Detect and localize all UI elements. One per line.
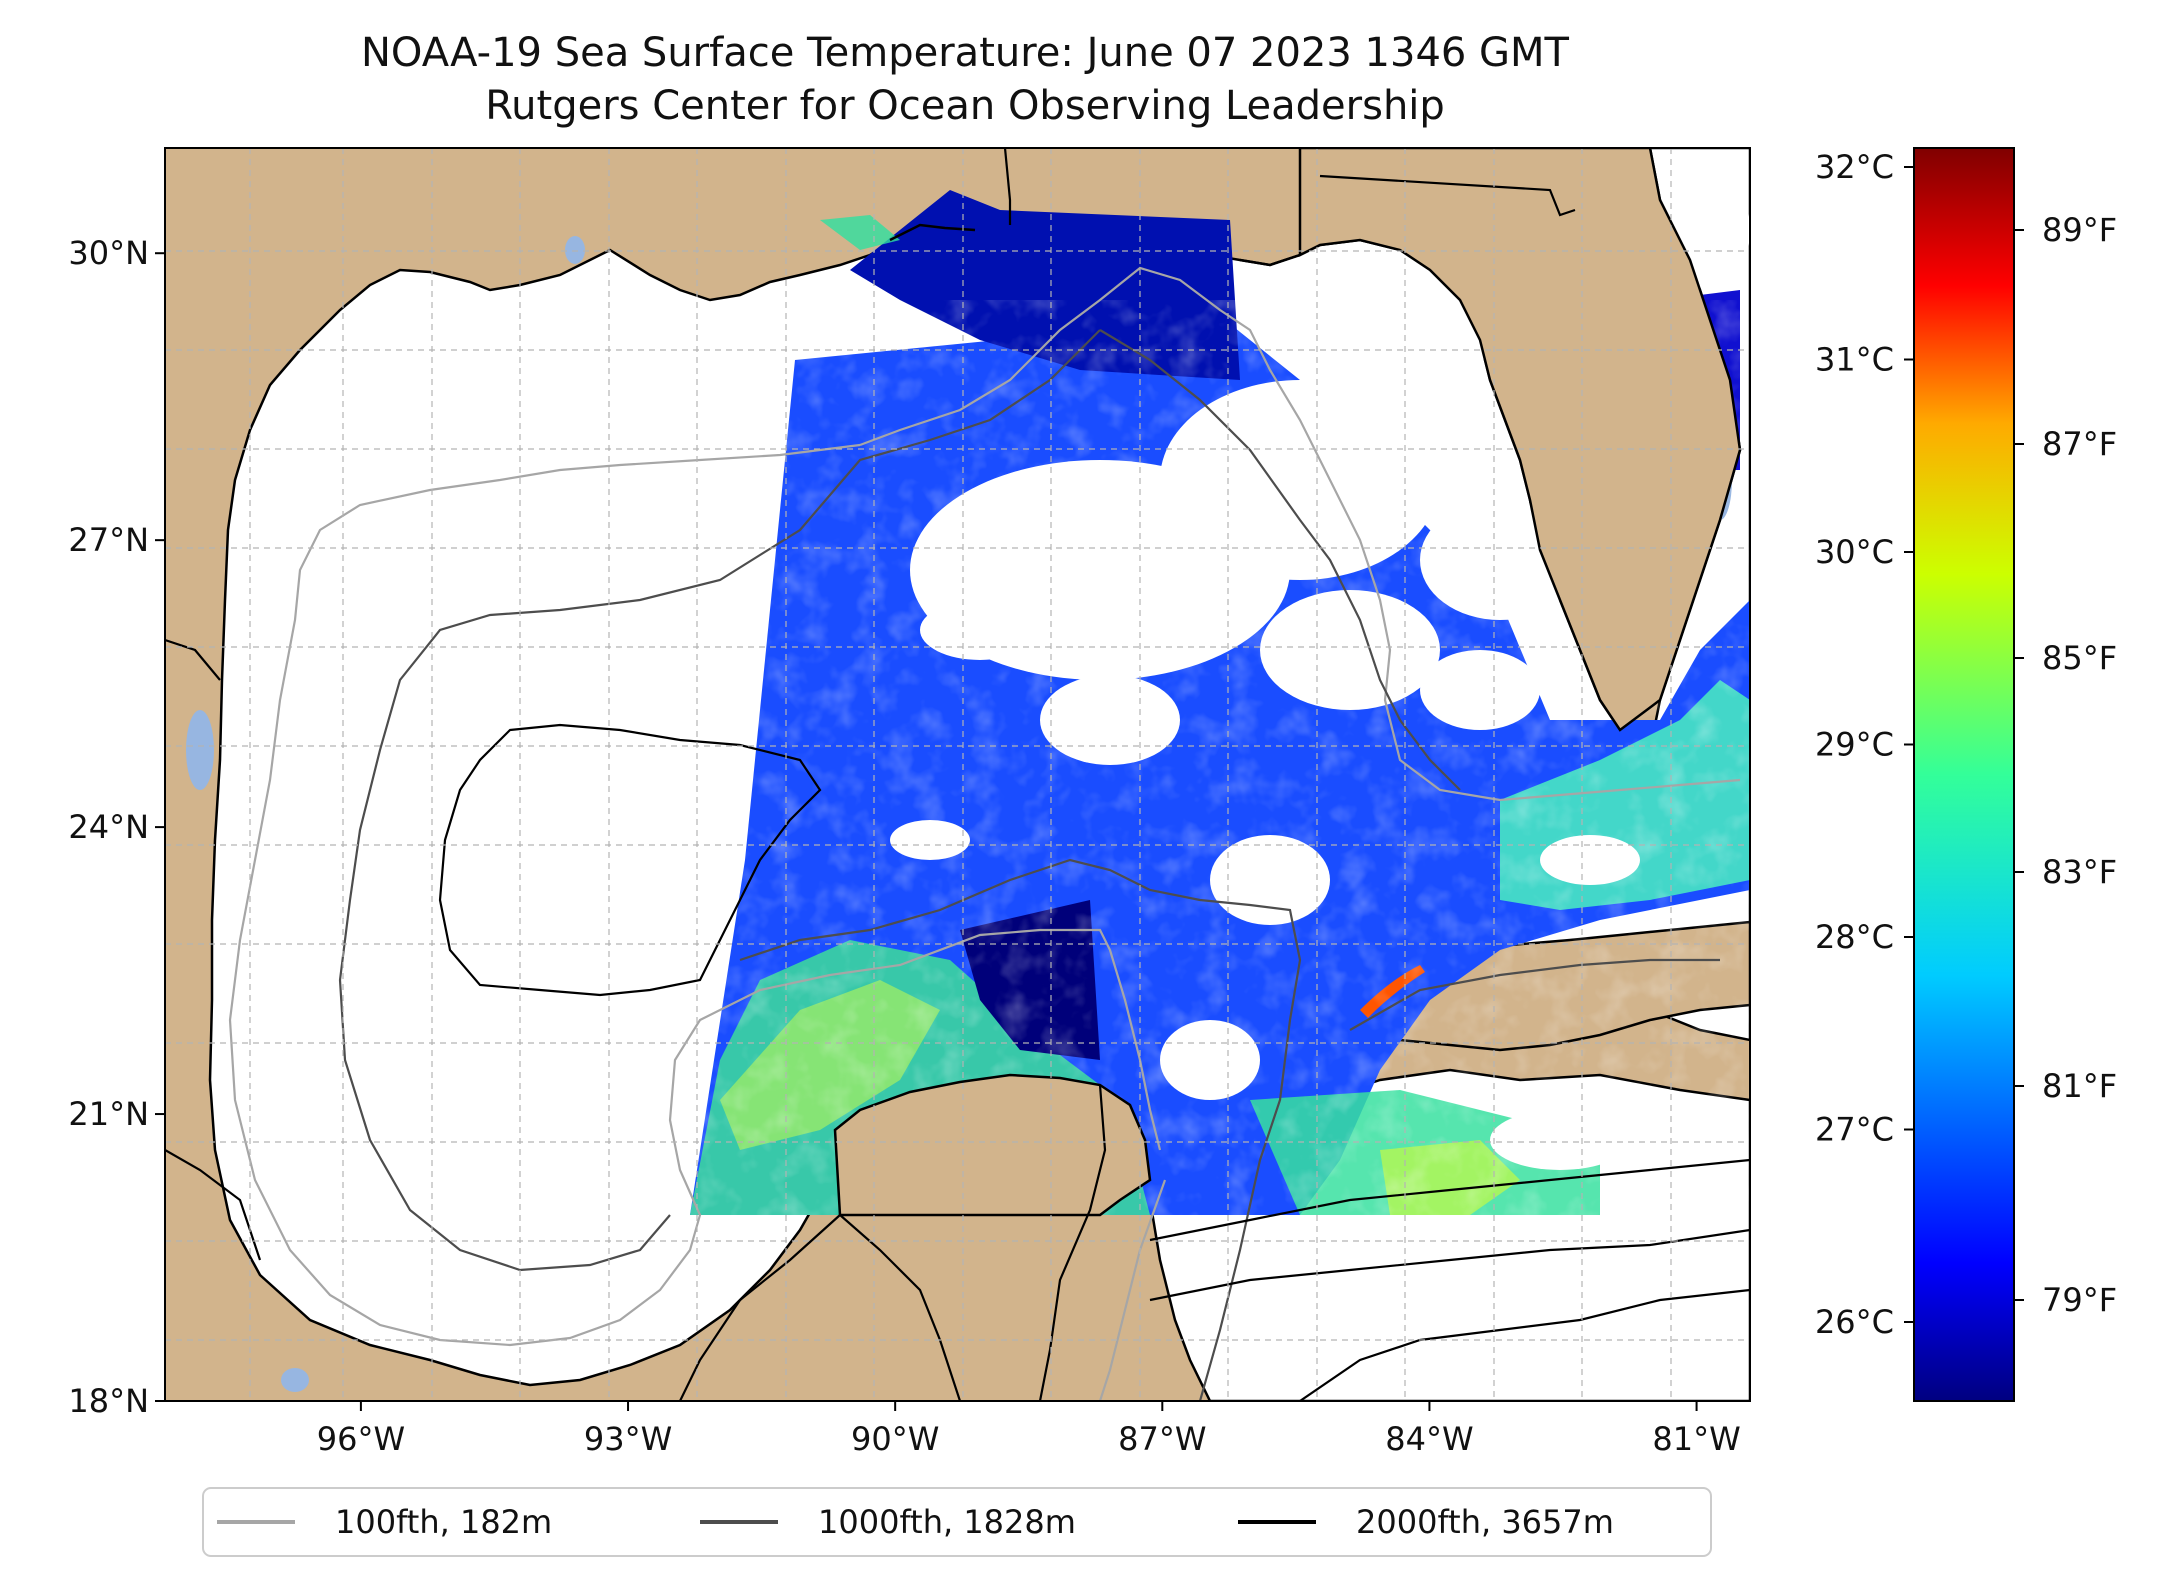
lon-tick-label: 93°W [584,1420,672,1458]
lake [281,1368,309,1392]
legend-label: 2000fth, 3657m [1356,1503,1614,1541]
contour-1000fth [338,329,1720,1401]
lon-tick-label: 84°W [1385,1420,1473,1458]
celsius-tick-label: 26°C [1815,1303,1894,1341]
legend-label: 100fth, 182m [335,1503,552,1541]
lat-tick-label: 30°N [68,234,149,272]
legend-box [202,1487,1712,1557]
fahrenheit-tick-label: 81°F [2042,1067,2117,1105]
legend-label: 1000fth, 1828m [818,1503,1076,1541]
fahrenheit-tick-label: 79°F [2042,1281,2117,1319]
lat-tick-label: 24°N [68,808,149,846]
celsius-tick-label: 32°C [1815,148,1894,186]
longitude-axis: 96°W 93°W 90°W 87°W 84°W 81°W [317,1401,1741,1458]
map-frame [164,147,1751,1402]
yucatan-land [833,1073,1152,1217]
lat-tick-label: 27°N [68,521,149,559]
celsius-tick-label: 28°C [1815,918,1894,956]
florida-coast-detail [889,223,1301,267]
colorbar-fahrenheit-axis: 89°F 87°F 85°F 83°F 81°F 79°F [2014,211,2117,1319]
bathymetry-contours [228,266,1750,1401]
fahrenheit-tick-label: 83°F [2042,853,2117,891]
celsius-tick-label: 31°C [1815,341,1894,379]
colorbar-celsius-axis: 32°C 31°C 30°C 29°C 28°C 27°C 26°C [1815,148,1914,1341]
latitude-axis: 30°N 27°N 24°N 21°N 18°N [68,234,165,1420]
celsius-tick-label: 29°C [1815,726,1894,764]
lon-tick-label: 90°W [851,1420,939,1458]
gridlines [165,148,1750,1401]
map-plot-area [165,148,1750,1401]
colorbar: 32°C 31°C 30°C 29°C 28°C 27°C 26°C 89°F 87°F 85°… [1815,147,2117,1402]
lake [186,710,214,790]
map-title: NOAA-19 Sea Surface Temperature: June 07… [360,30,1569,76]
lon-tick-label: 96°W [317,1420,405,1458]
political-boundaries [165,148,1576,1401]
lake [565,236,585,264]
celsius-tick-label: 30°C [1815,533,1894,571]
fahrenheit-tick-label: 87°F [2042,425,2117,463]
fahrenheit-tick-label: 89°F [2042,211,2117,249]
celsius-tick-label: 27°C [1815,1111,1894,1149]
contour-2000fth [438,723,1750,1401]
contour-legend: 100fth, 182m 1000fth, 1828m 2000fth, 3657m [202,1487,1712,1557]
colorbar-gradient [1913,147,2015,1402]
lon-tick-label: 81°W [1652,1420,1740,1458]
lon-tick-label: 87°W [1118,1420,1206,1458]
map-subtitle: Rutgers Center for Ocean Observing Leade… [485,83,1445,129]
lat-tick-label: 18°N [68,1382,149,1420]
fahrenheit-tick-label: 85°F [2042,639,2117,677]
lat-tick-label: 21°N [68,1095,149,1133]
